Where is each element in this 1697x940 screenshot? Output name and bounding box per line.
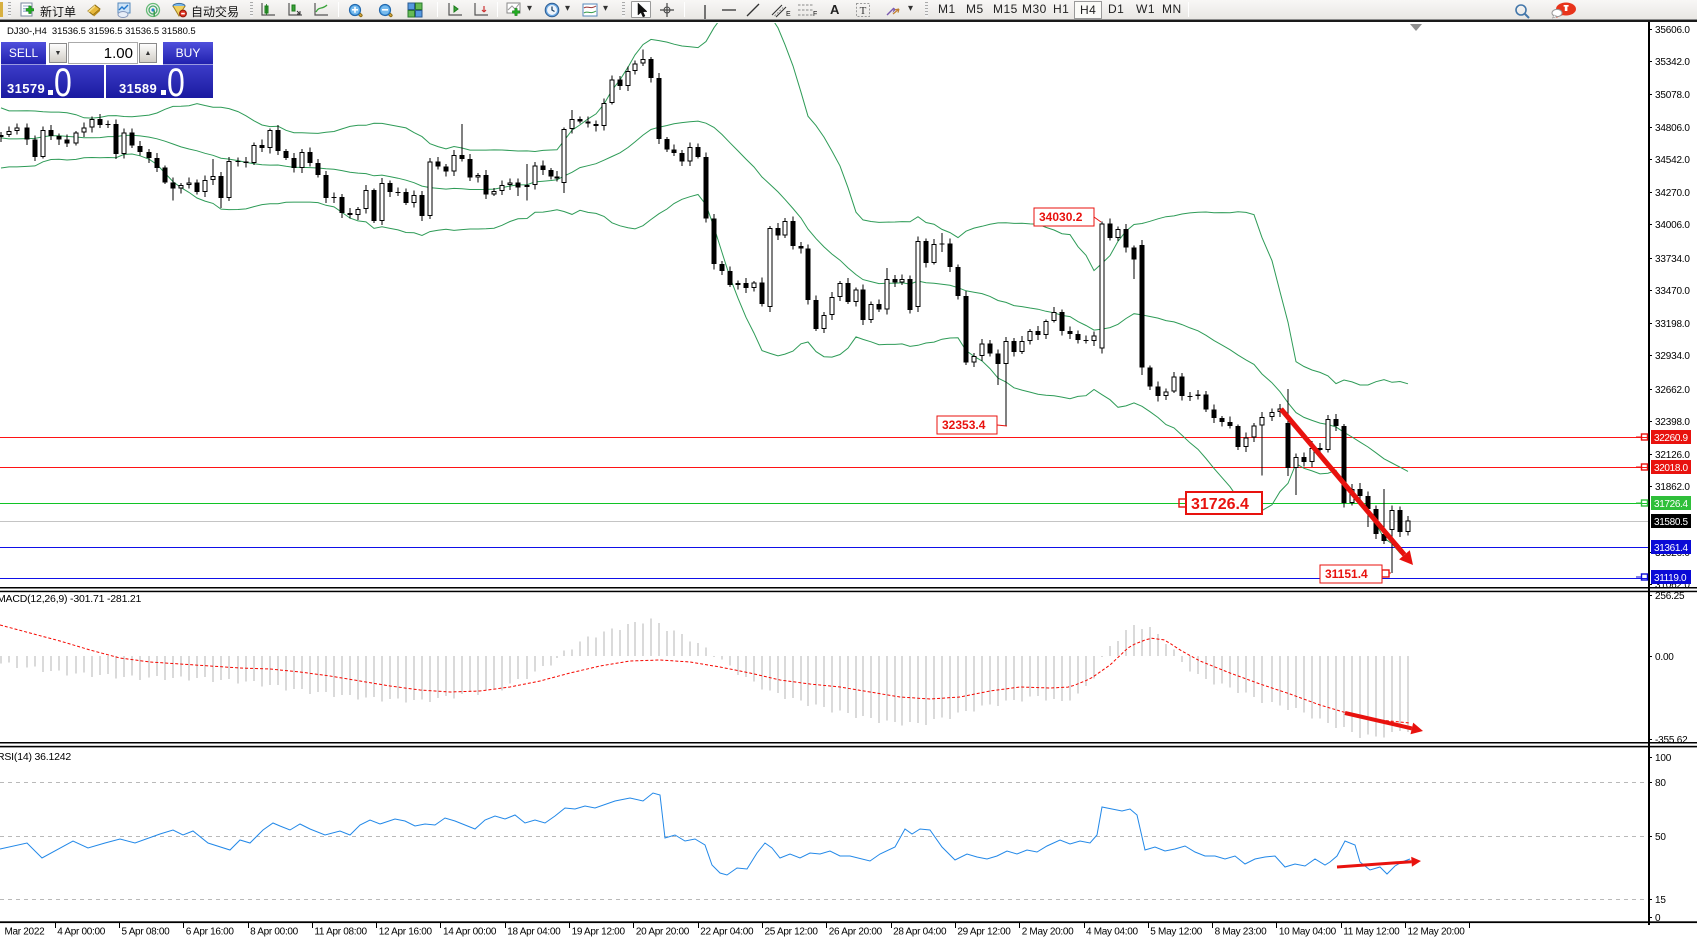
svg-text:DJ30-,H4 31536.5 31596.5 3153: DJ30-,H4 31536.5 31596.5 31536.5 31580.5 — [7, 26, 196, 37]
svg-text:31580.5: 31580.5 — [1654, 517, 1688, 528]
svg-text:34006.0: 34006.0 — [1655, 220, 1690, 231]
svg-text:14 Apr 00:00: 14 Apr 00:00 — [443, 927, 497, 938]
svg-text:22 Apr 04:00: 22 Apr 04:00 — [700, 927, 754, 938]
svg-text:15: 15 — [1655, 895, 1666, 906]
svg-text:32018.0: 32018.0 — [1654, 463, 1688, 474]
svg-text:31361.4: 31361.4 — [1654, 543, 1688, 554]
svg-text:32126.0: 32126.0 — [1655, 450, 1690, 461]
svg-text:8 May 23:00: 8 May 23:00 — [1215, 927, 1267, 938]
svg-text:T: T — [860, 5, 867, 17]
svg-text:34270.0: 34270.0 — [1655, 188, 1690, 199]
svg-text:5 Apr 08:00: 5 Apr 08:00 — [122, 927, 171, 938]
svg-text:12 May 20:00: 12 May 20:00 — [1408, 927, 1466, 938]
svg-text:31119.0: 31119.0 — [1654, 573, 1687, 584]
svg-text:34542.0: 34542.0 — [1655, 155, 1690, 166]
svg-text:18 Apr 04:00: 18 Apr 04:00 — [507, 927, 561, 938]
svg-text:0.00: 0.00 — [1655, 652, 1674, 663]
svg-text:4 May 04:00: 4 May 04:00 — [1086, 927, 1138, 938]
svg-text:50: 50 — [1655, 832, 1666, 843]
svg-text:31151.4: 31151.4 — [1325, 567, 1368, 581]
svg-text:31062.0: 31062.0 — [1655, 580, 1690, 591]
svg-text:35606.0: 35606.0 — [1655, 25, 1690, 36]
svg-text:34806.0: 34806.0 — [1655, 123, 1690, 134]
svg-text:20 Apr 20:00: 20 Apr 20:00 — [636, 927, 690, 938]
svg-text:11 Apr 08:00: 11 Apr 08:00 — [314, 927, 367, 938]
svg-text:10 May 04:00: 10 May 04:00 — [1279, 927, 1337, 938]
svg-text:34030.2: 34030.2 — [1039, 210, 1083, 224]
svg-text:256.25: 256.25 — [1655, 591, 1685, 602]
svg-text:11 May 12:00: 11 May 12:00 — [1343, 927, 1400, 938]
svg-text:35078.0: 35078.0 — [1655, 90, 1690, 101]
svg-text:-355.62: -355.62 — [1655, 735, 1688, 746]
svg-text:32260.9: 32260.9 — [1654, 433, 1688, 444]
svg-text:32934.0: 32934.0 — [1655, 351, 1690, 362]
svg-text:26 Apr 20:00: 26 Apr 20:00 — [829, 927, 883, 938]
svg-text:33470.0: 33470.0 — [1655, 286, 1690, 297]
svg-text:0: 0 — [1655, 913, 1661, 924]
svg-text:80: 80 — [1655, 778, 1666, 789]
svg-text:E: E — [786, 11, 791, 18]
svg-text:35342.0: 35342.0 — [1655, 57, 1690, 68]
svg-text:33198.0: 33198.0 — [1655, 319, 1690, 330]
svg-text:28 Apr 04:00: 28 Apr 04:00 — [893, 927, 947, 938]
svg-text:100: 100 — [1655, 753, 1672, 764]
svg-text:5 May 12:00: 5 May 12:00 — [1150, 927, 1202, 938]
svg-text:8 Apr 00:00: 8 Apr 00:00 — [250, 927, 299, 938]
svg-text:32353.4: 32353.4 — [942, 418, 986, 432]
svg-text:6 Apr 16:00: 6 Apr 16:00 — [186, 927, 235, 938]
svg-text:32398.0: 32398.0 — [1655, 417, 1690, 428]
svg-text:F: F — [813, 11, 817, 18]
svg-text:MACD(12,26,9) -301.71 -281.21: MACD(12,26,9) -301.71 -281.21 — [0, 593, 142, 605]
svg-text:31726.4: 31726.4 — [1654, 499, 1688, 510]
svg-text:29 Apr 12:00: 29 Apr 12:00 — [957, 927, 1011, 938]
svg-text:25 Apr 12:00: 25 Apr 12:00 — [765, 927, 819, 938]
svg-text:RSI(14) 36.1242: RSI(14) 36.1242 — [0, 751, 71, 763]
svg-text:Mar 2022: Mar 2022 — [5, 927, 46, 938]
svg-text:2 May 20:00: 2 May 20:00 — [1022, 927, 1074, 938]
svg-text:19 Apr 12:00: 19 Apr 12:00 — [572, 927, 626, 938]
svg-text:4 Apr 00:00: 4 Apr 00:00 — [57, 927, 106, 938]
svg-text:32662.0: 32662.0 — [1655, 385, 1690, 396]
svg-text:12 Apr 16:00: 12 Apr 16:00 — [379, 927, 433, 938]
svg-text:31862.0: 31862.0 — [1655, 482, 1690, 493]
svg-text:31726.4: 31726.4 — [1191, 496, 1249, 513]
svg-text:33734.0: 33734.0 — [1655, 254, 1690, 265]
